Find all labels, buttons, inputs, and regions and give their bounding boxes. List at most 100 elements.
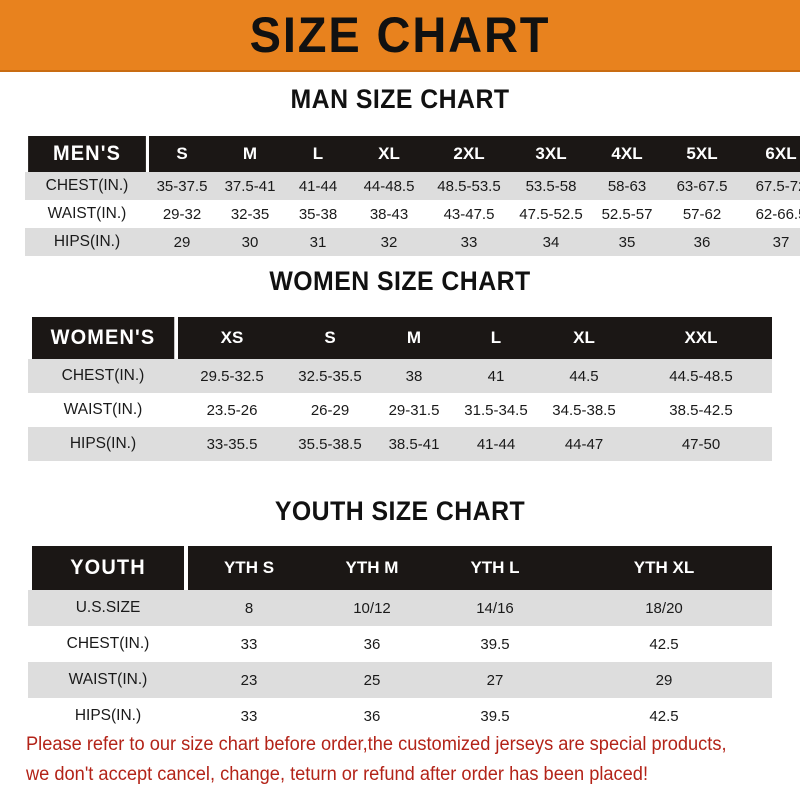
table-row: HIPS(IN.) 29 30 31 32 33 34 35 36 37: [25, 228, 800, 256]
table-cell: 33: [427, 228, 511, 256]
men-size-header: S: [149, 136, 215, 172]
table-cell: 25: [310, 662, 434, 698]
youth-row-label: HIPS(IN.): [28, 698, 188, 734]
footer-warning-line-2: we don't accept cancel, change, teturn o…: [26, 764, 649, 785]
table-cell: 33: [188, 626, 310, 662]
table-cell: 29-31.5: [374, 393, 454, 427]
table-cell: 35-38: [285, 200, 351, 228]
youth-row-label: WAIST(IN.): [28, 662, 188, 698]
table-cell: 37.5-41: [215, 172, 285, 200]
men-size-header: 2XL: [427, 136, 511, 172]
table-cell: 36: [663, 228, 741, 256]
women-row-label: WAIST(IN.): [28, 393, 178, 427]
youth-size-table: YOUTH YTH S YTH M YTH L YTH XL U.S.SIZE 8 10/12…: [28, 546, 772, 734]
table-row: CHEST(IN.) 29.5-32.5 32.5-35.5 38 41 44.5 44.5…: [28, 359, 772, 393]
men-header-row: MEN'S S M L XL 2XL 3XL 4XL 5XL 6XL: [25, 136, 800, 172]
men-size-header: L: [285, 136, 351, 172]
table-cell: 38.5-41: [374, 427, 454, 461]
table-cell: 63-67.5: [663, 172, 741, 200]
table-row: WAIST(IN.) 23 25 27 29: [28, 662, 772, 698]
women-corner-label: WOMEN'S: [31, 317, 175, 359]
table-cell: 38-43: [351, 200, 427, 228]
youth-header-row: YOUTH YTH S YTH M YTH L YTH XL: [28, 546, 772, 590]
table-cell: 57-62: [663, 200, 741, 228]
table-cell: 44-47: [538, 427, 630, 461]
men-size-header: XL: [351, 136, 427, 172]
table-cell: 44.5-48.5: [630, 359, 772, 393]
table-cell: 47-50: [630, 427, 772, 461]
banner: SIZE CHART: [0, 0, 800, 72]
table-cell: 44.5: [538, 359, 630, 393]
women-section-title: WOMEN SIZE CHART: [269, 266, 531, 296]
women-size-table: WOMEN'S XS S M L XL XXL CHEST(IN.) 29.5-32.5 32.5…: [28, 317, 772, 461]
table-cell: 23.5-26: [178, 393, 286, 427]
table-cell: 33-35.5: [178, 427, 286, 461]
table-cell: 39.5: [434, 698, 556, 734]
table-cell: 42.5: [556, 698, 772, 734]
table-cell: 14/16: [434, 590, 556, 626]
table-cell: 8: [188, 590, 310, 626]
table-cell: 47.5-52.5: [511, 200, 591, 228]
youth-section-title: YOUTH SIZE CHART: [274, 496, 526, 526]
table-cell: 10/12: [310, 590, 434, 626]
table-cell: 32: [351, 228, 427, 256]
table-cell: 32.5-35.5: [286, 359, 374, 393]
table-cell: 41: [454, 359, 538, 393]
table-cell: 29: [556, 662, 772, 698]
table-cell: 27: [434, 662, 556, 698]
table-cell: 37: [741, 228, 800, 256]
men-size-header: M: [215, 136, 285, 172]
table-cell: 33: [188, 698, 310, 734]
table-row: WAIST(IN.) 29-32 32-35 35-38 38-43 43-47.5 47.…: [25, 200, 800, 228]
table-cell: 62-66.5: [741, 200, 800, 228]
youth-size-header: YTH L: [434, 546, 556, 590]
table-cell: 29: [149, 228, 215, 256]
men-size-header: 4XL: [591, 136, 663, 172]
table-cell: 44-48.5: [351, 172, 427, 200]
table-row: U.S.SIZE 8 10/12 14/16 18/20: [28, 590, 772, 626]
table-cell: 43-47.5: [427, 200, 511, 228]
men-size-header: 6XL: [741, 136, 800, 172]
men-section-title: MAN SIZE CHART: [290, 84, 510, 114]
table-cell: 41-44: [285, 172, 351, 200]
table-row: CHEST(IN.) 33 36 39.5 42.5: [28, 626, 772, 662]
table-row: HIPS(IN.) 33-35.5 35.5-38.5 38.5-41 41-44 44-…: [28, 427, 772, 461]
table-cell: 38.5-42.5: [630, 393, 772, 427]
table-cell: 35.5-38.5: [286, 427, 374, 461]
table-row: WAIST(IN.) 23.5-26 26-29 29-31.5 31.5-34.5 34…: [28, 393, 772, 427]
youth-corner-label: YOUTH: [32, 546, 184, 590]
footer-warning: Please refer to our size chart before or…: [26, 730, 750, 790]
table-cell: 58-63: [591, 172, 663, 200]
table-cell: 35-37.5: [149, 172, 215, 200]
footer-warning-line-1: Please refer to our size chart before or…: [26, 734, 727, 755]
table-cell: 42.5: [556, 626, 772, 662]
table-row: HIPS(IN.) 33 36 39.5 42.5: [28, 698, 772, 734]
table-cell: 35: [591, 228, 663, 256]
men-corner-label: MEN'S: [28, 136, 146, 172]
youth-size-header: YTH XL: [556, 546, 772, 590]
table-cell: 34: [511, 228, 591, 256]
table-cell: 53.5-58: [511, 172, 591, 200]
table-cell: 48.5-53.5: [427, 172, 511, 200]
men-row-label: CHEST(IN.): [25, 172, 149, 200]
table-cell: 23: [188, 662, 310, 698]
table-cell: 26-29: [286, 393, 374, 427]
table-cell: 29-32: [149, 200, 215, 228]
table-cell: 36: [310, 698, 434, 734]
table-cell: 38: [374, 359, 454, 393]
table-cell: 67.5-72: [741, 172, 800, 200]
men-size-header: 3XL: [511, 136, 591, 172]
men-size-header: 5XL: [663, 136, 741, 172]
youth-size-header: YTH S: [188, 546, 310, 590]
table-row: CHEST(IN.) 35-37.5 37.5-41 41-44 44-48.5 48.5…: [25, 172, 800, 200]
table-cell: 34.5-38.5: [538, 393, 630, 427]
men-size-table: MEN'S S M L XL 2XL 3XL 4XL 5XL 6XL CHEST(IN.) 35-37…: [25, 136, 800, 256]
women-size-header: XXL: [630, 317, 772, 359]
youth-row-label: U.S.SIZE: [28, 590, 188, 626]
women-header-row: WOMEN'S XS S M L XL XXL: [28, 317, 772, 359]
women-size-header: XS: [178, 317, 286, 359]
table-cell: 41-44: [454, 427, 538, 461]
table-cell: 39.5: [434, 626, 556, 662]
table-cell: 18/20: [556, 590, 772, 626]
table-cell: 29.5-32.5: [178, 359, 286, 393]
